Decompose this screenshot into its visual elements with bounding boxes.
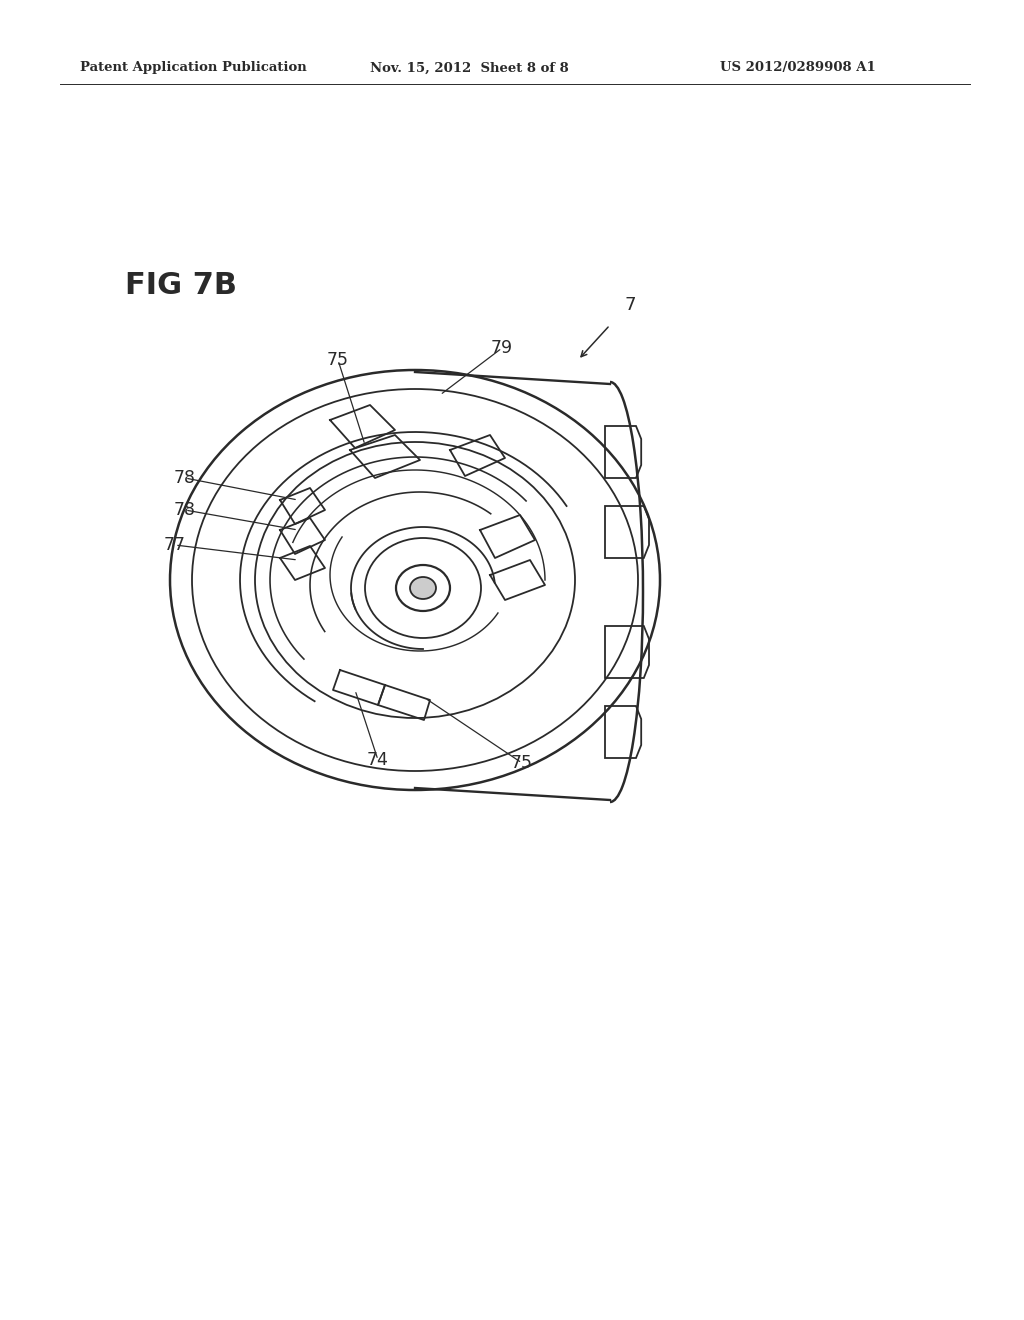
Text: 78: 78 — [174, 469, 196, 487]
Text: Patent Application Publication: Patent Application Publication — [80, 62, 307, 74]
Ellipse shape — [410, 577, 436, 599]
Text: FIG 7B: FIG 7B — [125, 271, 237, 300]
Text: 78: 78 — [174, 502, 196, 519]
Text: Nov. 15, 2012  Sheet 8 of 8: Nov. 15, 2012 Sheet 8 of 8 — [370, 62, 568, 74]
Text: 77: 77 — [164, 536, 186, 554]
Text: US 2012/0289908 A1: US 2012/0289908 A1 — [720, 62, 876, 74]
Text: 7: 7 — [625, 296, 637, 314]
Text: 75: 75 — [327, 351, 349, 370]
Text: 79: 79 — [490, 339, 513, 356]
Text: 74: 74 — [367, 751, 389, 770]
Text: 75: 75 — [511, 754, 534, 772]
